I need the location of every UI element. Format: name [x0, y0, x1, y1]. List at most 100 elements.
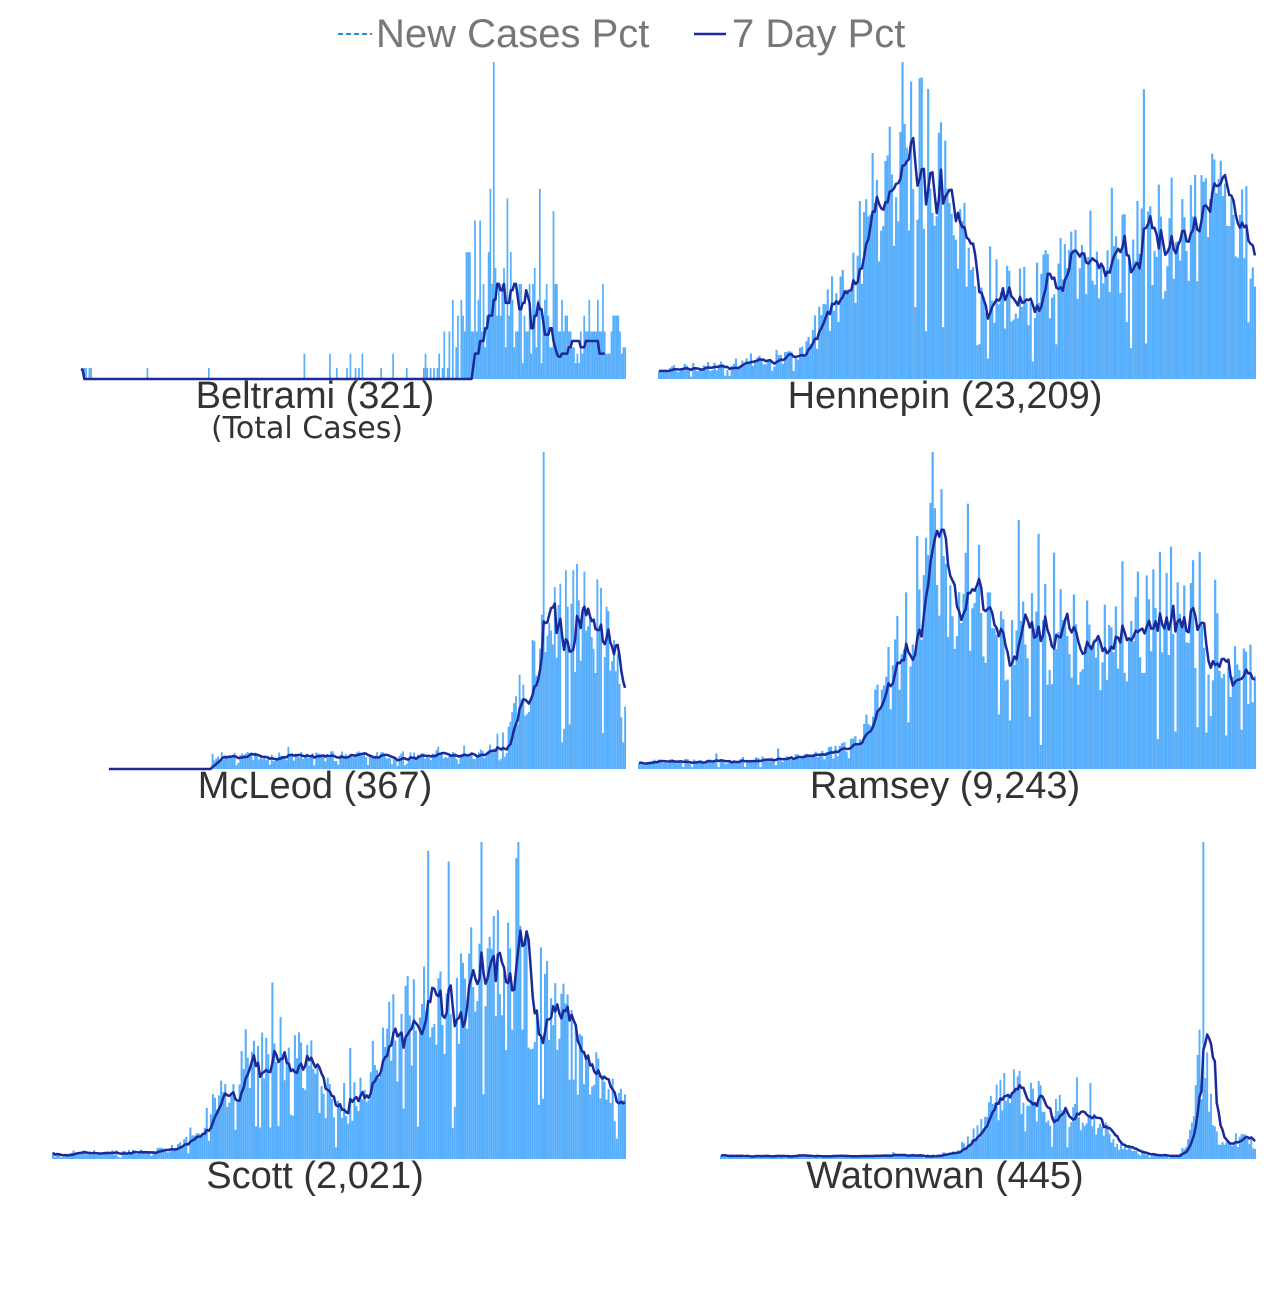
bar-scott — [216, 1109, 219, 1159]
bar-scott — [154, 1153, 157, 1159]
bar-hennepin — [1191, 216, 1195, 379]
bar-mcleod — [618, 683, 621, 769]
bar-hennepin — [790, 351, 793, 379]
bar-ramsey — [1103, 604, 1106, 769]
bar-ramsey — [955, 636, 959, 769]
bar-ramsey — [1110, 627, 1113, 769]
bar-beltrami — [441, 367, 444, 379]
bar-hennepin — [1174, 242, 1177, 379]
bar-hennepin — [931, 212, 934, 379]
bar-ramsey — [1028, 716, 1031, 769]
bar-watonwan — [1051, 1146, 1054, 1159]
bar-mcleod — [281, 756, 284, 769]
bar-mcleod — [465, 755, 467, 769]
bar-hennepin — [848, 292, 851, 379]
bar-scott — [441, 1024, 444, 1159]
bar-ramsey — [924, 537, 928, 769]
bar-watonwan — [1144, 1154, 1147, 1159]
bar-scott — [603, 1081, 606, 1159]
bar-watonwan — [1143, 1152, 1145, 1159]
bar-ramsey — [909, 666, 912, 769]
bar-hennepin — [969, 269, 972, 379]
panel-title-hennepin: Hennepin (23,209) — [788, 375, 1103, 417]
panel-title-mcleod: McLeod (367) — [198, 765, 432, 807]
bar-watonwan — [1070, 1122, 1073, 1159]
bar-beltrami — [527, 331, 529, 379]
bar-scott — [345, 1116, 348, 1159]
bar-ramsey — [1075, 624, 1078, 769]
bar-scott — [339, 1103, 342, 1159]
bar-mcleod — [298, 757, 301, 769]
bar-ramsey — [1154, 608, 1157, 769]
bar-hennepin — [1093, 284, 1096, 379]
bar-ramsey — [916, 535, 919, 769]
bar-hennepin — [1055, 344, 1058, 379]
bar-scott — [152, 1152, 155, 1159]
bar-ramsey — [788, 757, 791, 769]
bar-hennepin — [1021, 306, 1024, 379]
bar-beltrami — [85, 367, 87, 379]
bar-ramsey — [1194, 667, 1197, 769]
bar-mcleod — [622, 742, 625, 769]
bar-hennepin — [1117, 259, 1120, 379]
bar-hennepin — [826, 289, 829, 379]
bar-hennepin — [935, 216, 938, 379]
bar-scott — [367, 1100, 370, 1159]
bar-watonwan — [1056, 1111, 1059, 1159]
bars-scott — [52, 842, 626, 1159]
bar-watonwan — [1072, 1107, 1075, 1159]
bar-watonwan — [995, 1084, 998, 1159]
bar-hennepin — [658, 370, 661, 379]
bar-hennepin — [1140, 208, 1143, 379]
bar-watonwan — [1240, 1134, 1243, 1159]
bar-mcleod — [259, 756, 262, 769]
bars-watonwan — [720, 842, 1256, 1159]
bar-watonwan — [947, 1153, 950, 1159]
bar-scott — [123, 1150, 126, 1159]
bar-ramsey — [891, 665, 895, 769]
bar-ramsey — [682, 766, 685, 769]
bar-ramsey — [882, 685, 886, 769]
bar-watonwan — [1131, 1150, 1134, 1159]
line-7-day-scott — [52, 929, 626, 1157]
bar-hennepin — [942, 327, 945, 379]
bar-scott — [484, 1006, 487, 1159]
bar-hennepin — [963, 202, 966, 379]
bar-beltrami — [465, 252, 468, 379]
bar-hennepin — [1095, 251, 1098, 379]
bar-hennepin — [1100, 262, 1103, 379]
bar-mcleod — [564, 570, 567, 769]
bar-ramsey — [671, 759, 674, 769]
bar-mcleod — [243, 754, 245, 769]
bar-hennepin — [1080, 245, 1084, 379]
bar-hennepin — [845, 289, 849, 379]
bar-scott — [330, 1098, 333, 1159]
bar-hennepin — [677, 372, 680, 379]
bar-hennepin — [801, 346, 804, 379]
bar-scott — [357, 1111, 360, 1159]
bar-scott — [455, 977, 458, 1159]
bar-ramsey — [741, 757, 744, 769]
bar-hennepin — [1247, 322, 1250, 379]
bar-scott — [400, 1013, 403, 1159]
bar-ramsey — [991, 628, 994, 769]
bar-watonwan — [1009, 1103, 1011, 1159]
bar-ramsey — [750, 760, 753, 769]
bars-ramsey — [638, 452, 1256, 769]
bar-watonwan — [838, 1156, 841, 1159]
bar-mcleod — [411, 758, 414, 769]
bar-ramsey — [1057, 632, 1060, 769]
bar-hennepin — [880, 230, 883, 379]
bar-mcleod — [568, 724, 571, 769]
bar-beltrami — [455, 347, 458, 379]
bar-beltrami — [451, 299, 454, 379]
bar-hennepin — [1102, 283, 1105, 379]
bar-mcleod — [402, 751, 404, 769]
bar-watonwan — [869, 1156, 872, 1159]
bar-scott — [175, 1148, 178, 1159]
bar-watonwan — [1215, 1131, 1218, 1159]
bar-ramsey — [1231, 676, 1234, 769]
bar-mcleod — [392, 756, 395, 769]
bar-hennepin — [835, 293, 838, 379]
panel-subtitle-beltrami: (Total Cases) — [211, 411, 403, 446]
